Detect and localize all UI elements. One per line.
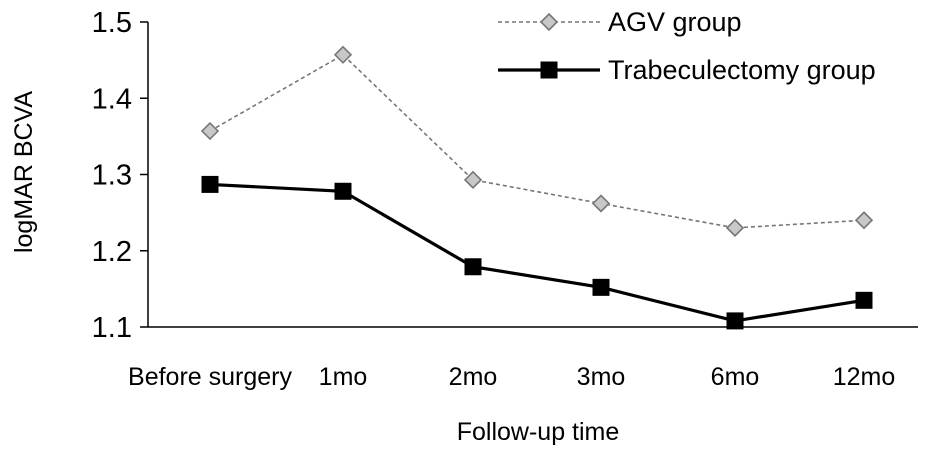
x-ticks: Before surgery 1mo 2mo 3mo 6mo 12mo [128, 363, 895, 391]
y-tick-label: 1.5 [92, 7, 132, 39]
data-point-diamond [200, 121, 220, 141]
series-layer [200, 45, 874, 330]
data-point-square [464, 258, 482, 276]
series-line [209, 182, 865, 323]
data-point-square [855, 291, 873, 309]
data-point-diamond [463, 170, 483, 189]
series-agv-group [200, 45, 874, 238]
legend-label: AGV group [608, 7, 742, 37]
y-ticks: 1.1 1.2 1.3 1.4 1.5 [92, 7, 148, 344]
data-point-square [726, 312, 744, 330]
legend: AGV group Trabeculectomy group [498, 7, 876, 85]
legend-item-trabeculectomy-group: Trabeculectomy group [498, 55, 876, 85]
x-tick-label: Before surgery [128, 363, 292, 391]
data-point-square [201, 175, 219, 193]
y-tick-label: 1.2 [92, 236, 132, 268]
series-line [209, 53, 865, 229]
y-tick-label: 1.4 [92, 83, 132, 115]
x-tick-label: 6mo [711, 363, 760, 391]
x-tick-label: 3mo [577, 363, 626, 391]
x-tick-label: 2mo [449, 363, 498, 391]
data-point-square [334, 182, 352, 200]
legend-label: Trabeculectomy group [608, 55, 876, 85]
legend-item-agv-group: AGV group [498, 7, 742, 37]
x-tick-label: 1mo [319, 363, 368, 391]
y-tick-label: 1.1 [92, 312, 132, 344]
data-point-diamond [333, 45, 353, 64]
legend-marker-diamond [539, 12, 559, 32]
series-trabeculectomy-group [201, 175, 873, 330]
y-axis-title: logMAR BCVA [10, 91, 38, 253]
x-tick-label: 12mo [833, 363, 896, 391]
data-point-diamond [591, 194, 611, 213]
x-axis-title: Follow-up time [457, 418, 620, 446]
data-point-diamond [854, 211, 874, 230]
legend-marker-square [540, 61, 558, 79]
data-point-diamond [725, 218, 745, 238]
data-point-square [592, 278, 610, 296]
y-tick-label: 1.3 [92, 160, 132, 192]
